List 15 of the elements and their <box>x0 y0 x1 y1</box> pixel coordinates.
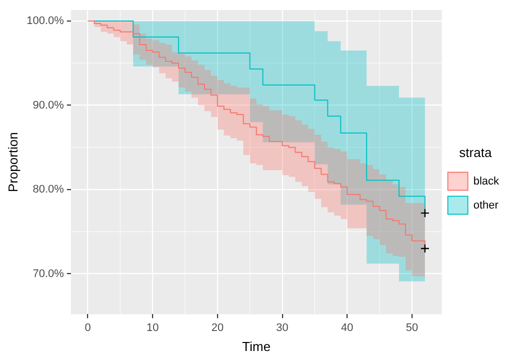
x-tick-label: 10 <box>146 322 159 334</box>
y-axis-title: Proportion <box>5 132 20 192</box>
x-axis-title: Time <box>242 338 271 354</box>
legend-title: strata <box>459 144 492 160</box>
legend-label: other <box>473 199 499 212</box>
x-tick-label: 40 <box>341 322 354 334</box>
x-tick-label: 50 <box>406 322 418 334</box>
y-tick-label: 70.0% <box>32 268 64 280</box>
x-tick-label: 0 <box>84 322 91 334</box>
x-tick-label: 20 <box>211 322 224 334</box>
legend-label: black <box>473 175 500 188</box>
y-tick-label: 80.0% <box>32 184 64 196</box>
y-tick-label: 100.0% <box>26 14 64 27</box>
x-tick-label: 30 <box>276 322 288 334</box>
y-tick-label: 90.0% <box>32 99 64 112</box>
